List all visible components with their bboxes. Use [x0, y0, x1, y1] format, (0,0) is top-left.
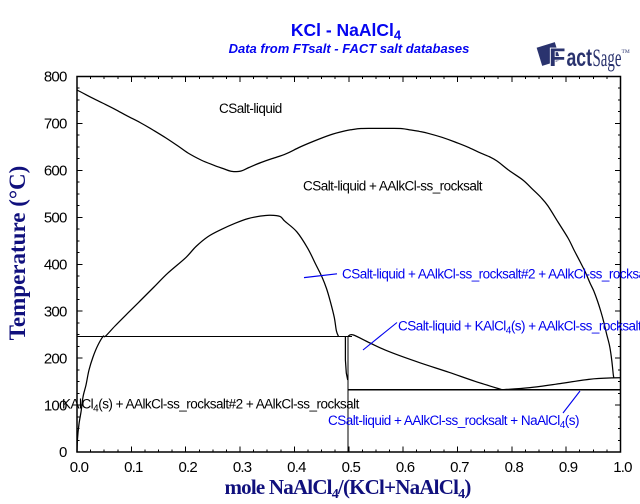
svg-text:0.4: 0.4 [287, 459, 306, 476]
svg-text:1.0: 1.0 [613, 459, 632, 476]
svg-text:mole NaAlCl4/(KCl+NaAlCl4): mole NaAlCl4/(KCl+NaAlCl4) [224, 475, 471, 502]
svg-text:0.7: 0.7 [450, 459, 469, 476]
svg-text:0.6: 0.6 [396, 459, 415, 476]
svg-text:CSalt-liquid + AAlkCl-ss_rocks: CSalt-liquid + AAlkCl-ss_rocksalt [303, 179, 483, 194]
svg-text:400: 400 [44, 256, 67, 273]
svg-text:0.3: 0.3 [233, 459, 252, 476]
svg-text:0.9: 0.9 [559, 459, 578, 476]
svg-text:300: 300 [44, 303, 67, 320]
svg-text:Sage: Sage [593, 45, 622, 72]
svg-text:0.0: 0.0 [70, 459, 89, 476]
svg-text:0.5: 0.5 [342, 459, 361, 476]
svg-text:CSalt-liquid + AAlkCl-ss_rocks: CSalt-liquid + AAlkCl-ss_rocksalt#2 + AA… [342, 267, 640, 282]
svg-text:Temperature (°C): Temperature (°C) [5, 166, 30, 341]
svg-text:500: 500 [44, 210, 67, 227]
svg-text:800: 800 [44, 69, 67, 86]
svg-text:100: 100 [44, 397, 67, 414]
svg-text:0.8: 0.8 [505, 459, 524, 476]
svg-text:0.2: 0.2 [178, 459, 197, 476]
svg-text:CSalt-liquid + KAlCl4(s) + AAl: CSalt-liquid + KAlCl4(s) + AAlkCl-ss_roc… [398, 319, 640, 337]
svg-text:CSalt-liquid: CSalt-liquid [219, 101, 282, 116]
svg-text:act: act [567, 44, 593, 72]
svg-text:Data from FTsalt - FACT salt d: Data from FTsalt - FACT salt databases [229, 41, 470, 56]
svg-text:700: 700 [44, 116, 67, 133]
svg-text:0: 0 [59, 444, 67, 461]
svg-text:TM: TM [622, 49, 630, 55]
svg-text:200: 200 [44, 350, 67, 367]
svg-text:600: 600 [44, 163, 67, 180]
svg-text:F: F [549, 44, 566, 72]
svg-text:KCl - NaAlCl4: KCl - NaAlCl4 [291, 20, 402, 43]
svg-text:CSalt-liquid + AAlkCl-ss_rocks: CSalt-liquid + AAlkCl-ss_rocksalt + NaAl… [328, 413, 579, 431]
svg-text:0.1: 0.1 [124, 459, 143, 476]
svg-text:KAlCl4(s) + AAlkCl-ss_rocksalt: KAlCl4(s) + AAlkCl-ss_rocksalt#2 + AAlkC… [62, 397, 360, 415]
